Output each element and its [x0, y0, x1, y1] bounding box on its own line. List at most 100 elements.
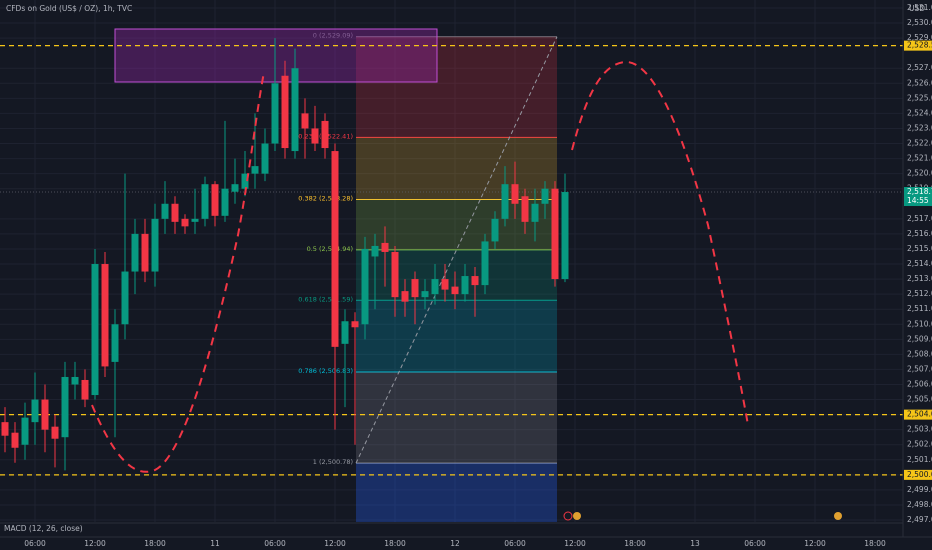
fib-label: 0.618 (2,511.59): [298, 295, 353, 303]
level-tag: [904, 409, 932, 420]
x-tick-label: 12:00: [564, 539, 586, 548]
candle-body: [61, 376, 69, 438]
candle-body: [281, 75, 289, 149]
candle-body: [101, 264, 109, 367]
y-tick-label: 2,530.00: [907, 18, 932, 27]
y-tick-label: 2,508.00: [907, 349, 932, 358]
x-tick-label: 18:00: [624, 539, 646, 548]
fib-label: 0 (2,529.09): [313, 32, 353, 40]
candle-body: [371, 245, 379, 257]
y-tick-label: 2,513.00: [907, 274, 932, 283]
candle-body: [211, 184, 219, 216]
candle-body: [361, 248, 369, 325]
fib-extension-zone: [356, 463, 557, 522]
currency: USD: [909, 4, 925, 13]
fib-zone: [356, 371, 557, 464]
y-tick-label: 2,516.00: [907, 229, 932, 238]
candle-body: [151, 218, 159, 272]
candle-body: [351, 321, 359, 328]
x-tick-label: 06:00: [504, 539, 526, 548]
x-tick-label: 06:00: [744, 539, 766, 548]
candle-body: [391, 251, 399, 298]
candles: [1, 38, 569, 471]
candle-body: [31, 399, 39, 423]
y-tick-label: 2,502.00: [907, 440, 932, 449]
candle-body: [431, 279, 439, 295]
y-tick-label: 2,524.00: [907, 108, 932, 117]
y-tick-label: 2,523.00: [907, 123, 932, 132]
candle-body: [201, 184, 209, 219]
x-tick-label: 18:00: [144, 539, 166, 548]
x-tick-label: 06:00: [24, 539, 46, 548]
candle-body: [291, 68, 299, 152]
y-tick-label: 2,526.00: [907, 78, 932, 87]
candle-body: [81, 379, 89, 400]
fib-label: 1 (2,500.78): [313, 458, 353, 466]
candle-body: [111, 324, 119, 362]
fib-zone: [356, 300, 557, 372]
y-tick-label: 2,499.00: [907, 485, 932, 494]
y-tick-label: 2,507.00: [907, 364, 932, 373]
candle-body: [451, 286, 459, 295]
candle-body: [511, 184, 519, 204]
level-label: 2,528.50: [907, 41, 932, 50]
x-tick-label: 12:00: [84, 539, 106, 548]
y-tick-label: 2,506.00: [907, 379, 932, 388]
last-price-tag: [904, 187, 932, 207]
fib-zone: [356, 137, 557, 200]
x-tick-label: 06:00: [264, 539, 286, 548]
fib-label: 0.5 (2,514.94): [307, 245, 353, 253]
candle-body: [21, 417, 29, 445]
candle-body: [441, 279, 449, 290]
candle-body: [41, 399, 49, 430]
chart-title: CFDs on Gold (US$ / OZ), 1h, TVC: [6, 4, 132, 13]
x-tick-label: 13: [690, 539, 700, 548]
projection-path: [91, 71, 265, 473]
y-tick-label: 2,498.00: [907, 500, 932, 509]
candle-body: [171, 203, 179, 222]
candle-body: [251, 166, 259, 174]
y-tick-label: 2,509.00: [907, 334, 932, 343]
event-icon[interactable]: [563, 511, 573, 521]
y-tick-label: 2,525.00: [907, 93, 932, 102]
level-tag: [904, 40, 932, 51]
last-price-label: 2,518.78: [907, 187, 932, 196]
candle-body: [121, 271, 129, 325]
candle-body: [181, 218, 189, 227]
y-tick-label: 2,497.00: [907, 515, 932, 524]
y-tick-label: 2,501.00: [907, 455, 932, 464]
x-tick-label: 18:00: [864, 539, 886, 548]
candle-body: [331, 151, 339, 347]
y-tick-label: 2,511.00: [907, 304, 932, 313]
candle-body: [491, 218, 499, 242]
candle-body: [501, 184, 509, 219]
axes: 2,497.00 2,498.00 2,499.00 2,500.00 2,501.00…: [24, 3, 932, 548]
x-tick-label: 12:00: [804, 539, 826, 548]
event-icon[interactable]: [573, 512, 581, 520]
candle-body: [561, 192, 569, 280]
y-tick-label: 2,527.00: [907, 63, 932, 72]
y-tick-label: 2,503.00: [907, 425, 932, 434]
candle-body: [471, 276, 479, 286]
y-tick-label: 2,529.00: [907, 33, 932, 42]
candle-body: [551, 188, 559, 280]
candle-body: [261, 143, 269, 174]
candle-body: [311, 128, 319, 144]
y-tick-label: 2,514.00: [907, 259, 932, 268]
fib-label: 0.382 (2,518.28): [298, 195, 353, 203]
horizontal-levels: [0, 44, 903, 476]
event-icon[interactable]: [834, 512, 842, 520]
level-label: 2,504.00: [907, 410, 932, 419]
candle-body: [141, 233, 149, 272]
candle-body: [301, 113, 309, 129]
candle-body: [231, 184, 239, 192]
candle-body: [131, 233, 139, 272]
candle-body: [341, 321, 349, 344]
candle-body: [521, 196, 529, 222]
y-tick-label: 2,510.00: [907, 319, 932, 328]
y-tick-label: 2,515.00: [907, 244, 932, 253]
candle-body: [241, 173, 249, 189]
y-tick-label: 2,505.00: [907, 395, 932, 404]
candle-body: [221, 188, 229, 216]
candle-body: [71, 376, 79, 385]
